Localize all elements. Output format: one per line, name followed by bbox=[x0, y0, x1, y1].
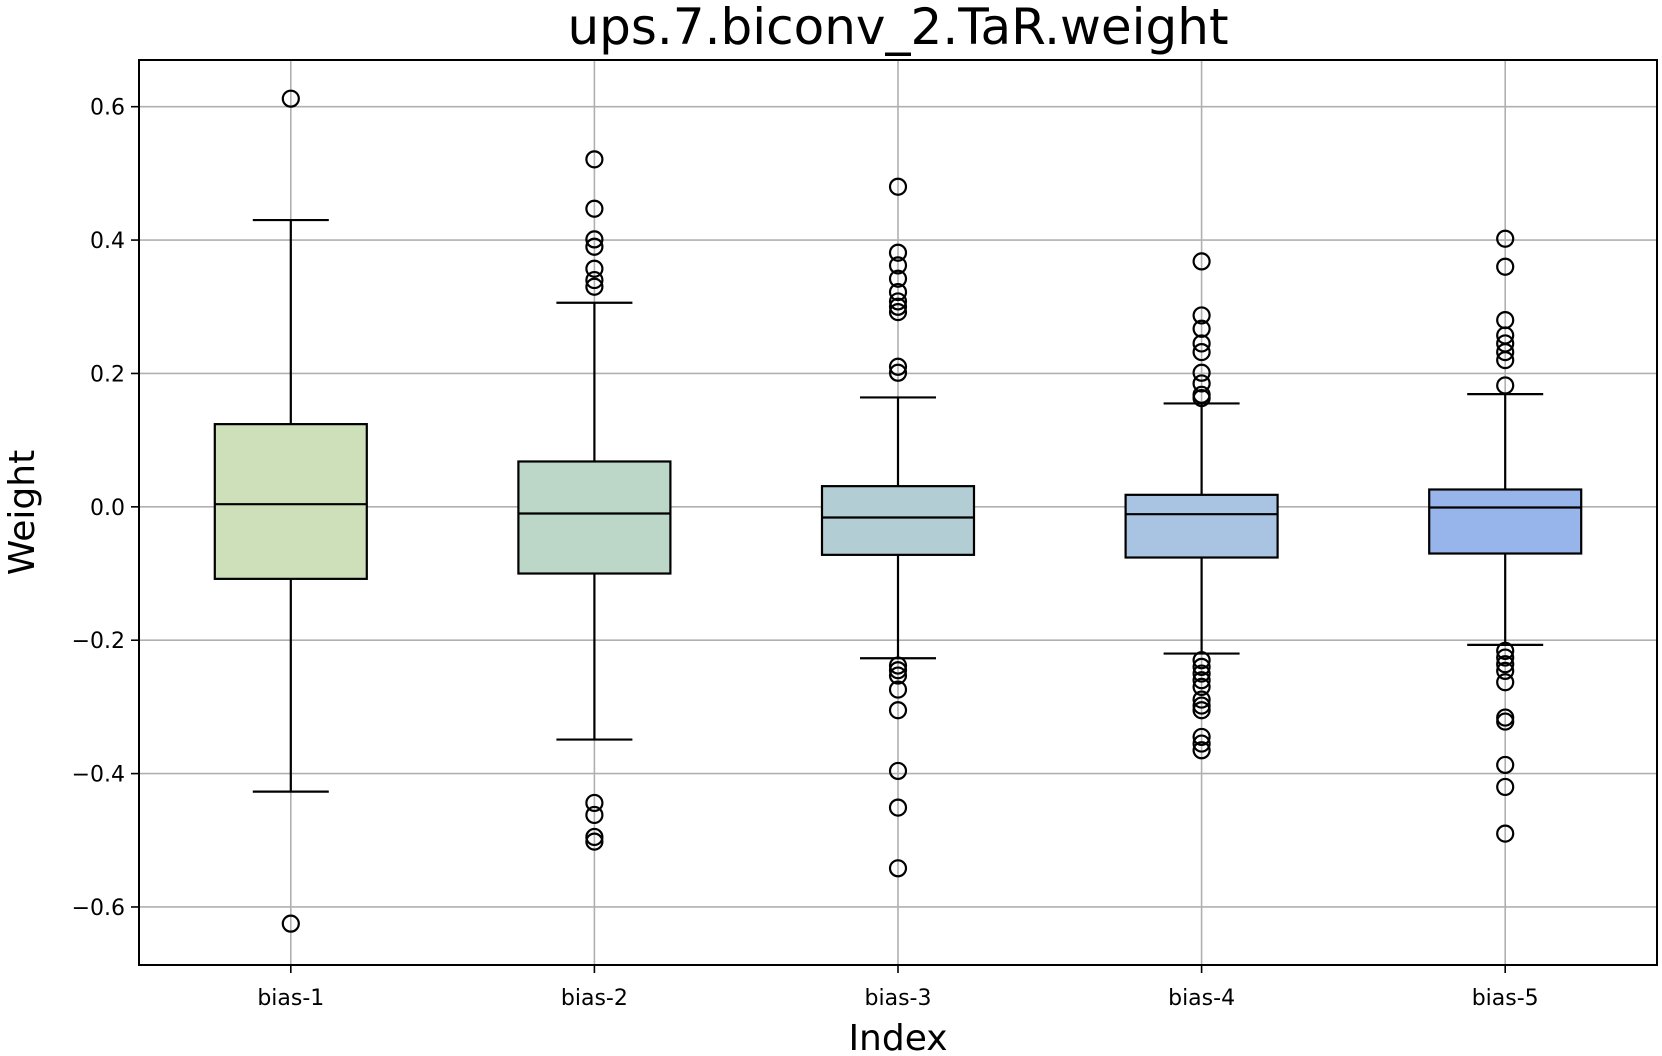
axis-layer: 0.6 0.4 0.2 0.0 −0.2 −0.4 −0.6 bias-1 bias-2 bias… bbox=[72, 96, 1539, 1011]
x-tick-label: bias-4 bbox=[1168, 986, 1235, 1011]
outlier-point bbox=[1192, 389, 1211, 408]
outlier-point bbox=[1192, 727, 1211, 747]
outlier-point bbox=[888, 269, 908, 288]
outlier-point bbox=[888, 859, 908, 878]
outlier-point bbox=[1192, 671, 1211, 690]
box-group-bias-2 bbox=[517, 150, 672, 851]
outlier-point bbox=[888, 177, 908, 196]
outlier-point bbox=[1192, 741, 1211, 760]
outlier-point bbox=[888, 363, 908, 382]
box-iqr bbox=[517, 460, 672, 575]
outlier-point bbox=[1496, 257, 1515, 276]
box-group-bias-3 bbox=[820, 177, 976, 878]
outlier-point bbox=[585, 827, 604, 847]
outlier-point bbox=[1192, 363, 1211, 382]
outlier-point bbox=[1496, 648, 1515, 667]
outlier-point bbox=[888, 701, 908, 720]
outlier-point bbox=[1192, 677, 1211, 696]
y-tick-label: 0.6 bbox=[90, 96, 125, 121]
outlier-point bbox=[1192, 343, 1211, 362]
outlier-point bbox=[1496, 661, 1515, 680]
outlier-point bbox=[1496, 777, 1515, 797]
outlier-point bbox=[888, 661, 908, 680]
y-tick-label: −0.2 bbox=[72, 629, 125, 654]
box-group-bias-1 bbox=[213, 89, 368, 933]
outlier-point bbox=[1192, 734, 1211, 753]
outlier-point bbox=[585, 277, 604, 296]
outlier-point bbox=[281, 914, 300, 933]
outlier-point bbox=[1496, 351, 1515, 370]
x-tick-label: bias-1 bbox=[257, 986, 324, 1011]
outlier-point bbox=[585, 150, 604, 169]
outlier-point bbox=[1496, 755, 1515, 775]
box-iqr bbox=[1124, 493, 1279, 559]
outlier-point bbox=[585, 259, 604, 278]
outlier-point bbox=[1192, 334, 1211, 353]
outlier-point bbox=[1192, 374, 1211, 393]
outlier-point bbox=[585, 793, 604, 813]
y-tick-label: −0.4 bbox=[72, 763, 125, 788]
outlier-point bbox=[1192, 306, 1211, 325]
outlier-point bbox=[1192, 319, 1211, 338]
y-tick-label: 0.0 bbox=[90, 496, 125, 521]
x-tick-label: bias-5 bbox=[1472, 986, 1539, 1011]
outlier-point bbox=[1496, 655, 1515, 674]
marks-layer bbox=[213, 89, 1583, 933]
outlier-point bbox=[585, 230, 604, 249]
outlier-point bbox=[1192, 701, 1211, 720]
outlier-point bbox=[888, 302, 908, 322]
box-iqr bbox=[1428, 488, 1583, 555]
outlier-point bbox=[585, 832, 604, 851]
y-tick-label: 0.4 bbox=[90, 229, 125, 254]
outlier-point bbox=[1496, 641, 1515, 660]
outlier-point bbox=[585, 237, 604, 256]
outlier-point bbox=[1496, 229, 1515, 248]
outlier-point bbox=[1496, 376, 1515, 395]
outlier-point bbox=[888, 656, 908, 675]
outlier-point bbox=[585, 805, 604, 825]
outlier-point bbox=[888, 256, 908, 275]
outlier-point bbox=[1192, 657, 1211, 676]
outlier-point bbox=[1496, 343, 1515, 362]
x-axis-label: Index bbox=[848, 1018, 947, 1056]
outlier-point bbox=[1192, 664, 1211, 683]
x-tick-label: bias-2 bbox=[561, 986, 628, 1011]
box-group-bias-4 bbox=[1124, 252, 1279, 760]
box-group-bias-5 bbox=[1428, 229, 1583, 843]
outlier-point bbox=[1192, 651, 1211, 670]
outlier-point bbox=[888, 297, 908, 316]
y-tick-label: 0.2 bbox=[90, 362, 125, 387]
outlier-point bbox=[1192, 252, 1211, 271]
outlier-point bbox=[888, 243, 908, 262]
outlier-point bbox=[888, 357, 908, 376]
y-axis-label: Weight bbox=[2, 450, 43, 575]
outlier-point bbox=[585, 199, 604, 218]
box-iqr bbox=[820, 485, 976, 556]
outlier-point bbox=[1496, 673, 1515, 692]
outlier-point bbox=[888, 666, 908, 685]
outlier-point bbox=[888, 761, 908, 781]
x-tick-label: bias-3 bbox=[865, 986, 932, 1011]
outlier-point bbox=[1192, 696, 1211, 715]
outlier-point bbox=[888, 292, 908, 311]
outlier-point bbox=[1496, 712, 1515, 731]
outlier-point bbox=[888, 680, 908, 699]
outlier-point bbox=[281, 89, 300, 108]
chart-title: ups.7.biconv_2.TaR.weight bbox=[567, 0, 1228, 56]
outlier-point bbox=[888, 282, 908, 302]
outlier-point bbox=[1496, 824, 1515, 843]
outlier-point bbox=[888, 798, 908, 817]
outlier-point bbox=[585, 270, 604, 290]
box-iqr bbox=[213, 423, 368, 580]
y-tick-label: −0.6 bbox=[72, 896, 125, 921]
outlier-point bbox=[1192, 690, 1211, 709]
